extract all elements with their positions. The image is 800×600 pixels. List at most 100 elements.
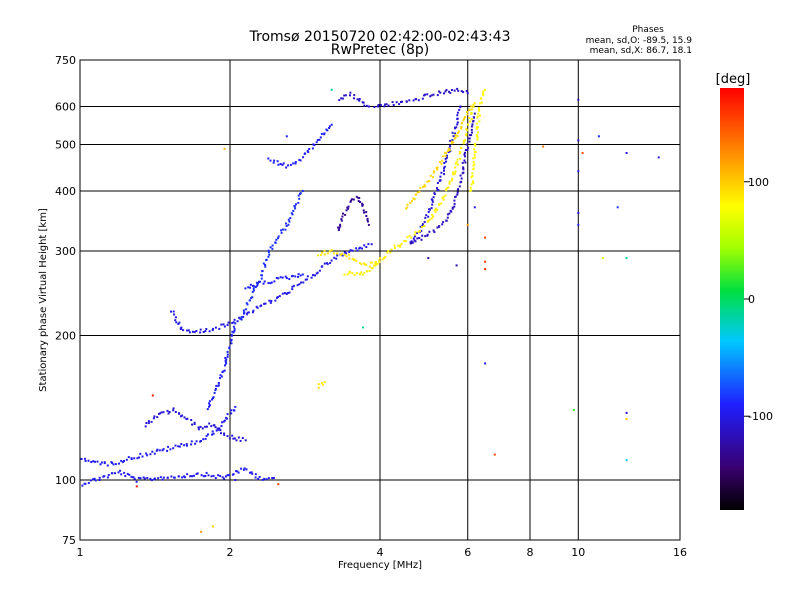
- data-point: [312, 143, 315, 146]
- data-point: [368, 270, 371, 272]
- data-point: [246, 311, 249, 314]
- data-point: [476, 136, 479, 139]
- data-point: [167, 412, 170, 415]
- data-point: [172, 447, 175, 450]
- data-point: [135, 480, 138, 483]
- data-point: [287, 223, 290, 226]
- data-point: [434, 207, 437, 210]
- data-point: [470, 112, 473, 114]
- data-point: [262, 262, 265, 265]
- data-point: [625, 418, 628, 420]
- gridlines: [80, 60, 680, 540]
- data-point: [340, 219, 343, 222]
- data-point: [227, 321, 230, 324]
- data-point: [410, 236, 413, 239]
- data-point: [271, 477, 274, 480]
- y-tick-label: 400: [55, 185, 76, 198]
- data-point: [284, 275, 287, 278]
- data-point: [232, 325, 235, 328]
- data-point: [236, 320, 239, 323]
- data-point: [234, 479, 237, 481]
- data-point: [459, 157, 462, 160]
- data-point: [472, 105, 475, 108]
- data-point: [212, 525, 215, 528]
- data-point: [414, 240, 417, 243]
- data-point: [451, 207, 454, 210]
- data-point: [121, 461, 124, 464]
- data-point: [420, 229, 423, 232]
- data-point: [296, 284, 299, 287]
- data-point: [295, 203, 297, 206]
- data-point: [180, 443, 183, 445]
- data-point: [326, 263, 329, 266]
- data-point: [454, 126, 456, 129]
- data-point: [449, 139, 452, 142]
- data-point: [270, 281, 273, 284]
- data-point: [267, 249, 270, 252]
- data-point: [349, 249, 352, 252]
- data-point: [353, 274, 356, 277]
- data-point: [453, 199, 456, 202]
- data-point: [208, 400, 211, 403]
- data-point: [175, 321, 178, 324]
- data-point: [577, 98, 580, 101]
- data-point: [333, 256, 336, 259]
- data-point: [361, 204, 364, 207]
- data-point: [466, 223, 469, 226]
- data-point: [432, 196, 435, 199]
- data-point: [193, 474, 195, 477]
- phases-legend-o: mean, sd,O: -89.5, 15.9: [586, 36, 693, 46]
- data-point: [107, 474, 110, 476]
- data-point: [285, 135, 288, 138]
- data-point: [264, 302, 267, 305]
- data-point: [195, 473, 198, 475]
- data-point: [424, 216, 427, 219]
- data-point: [457, 130, 460, 133]
- data-point: [264, 265, 267, 268]
- data-point: [445, 152, 447, 155]
- data-point: [313, 144, 316, 147]
- data-point: [426, 180, 429, 183]
- data-point: [211, 433, 213, 436]
- data-point: [432, 215, 434, 218]
- data-point: [200, 440, 202, 442]
- data-point: [473, 148, 476, 151]
- data-point: [169, 448, 172, 451]
- data-point: [224, 357, 227, 359]
- data-point: [330, 123, 333, 126]
- data-point: [460, 90, 463, 93]
- data-point: [141, 455, 144, 458]
- data-point: [427, 219, 430, 222]
- data-point: [346, 206, 349, 209]
- data-point: [469, 134, 471, 137]
- data-point: [262, 282, 265, 285]
- data-point: [272, 161, 275, 164]
- data-point: [339, 225, 342, 228]
- data-point: [399, 244, 402, 247]
- data-point: [274, 241, 277, 244]
- data-point: [348, 250, 351, 253]
- data-point: [161, 478, 164, 481]
- data-point: [454, 132, 456, 135]
- data-point: [204, 425, 207, 428]
- data-point: [384, 103, 387, 106]
- data-point: [217, 428, 220, 431]
- data-point: [436, 166, 439, 169]
- data-point: [367, 243, 370, 246]
- data-point: [431, 200, 434, 203]
- data-point: [277, 235, 280, 238]
- data-point: [348, 253, 351, 256]
- data-point: [138, 456, 140, 459]
- data-point: [100, 461, 103, 464]
- data-point: [231, 434, 234, 437]
- data-point: [351, 249, 354, 252]
- data-point: [300, 281, 303, 284]
- data-point: [212, 396, 215, 399]
- data-point: [376, 105, 379, 108]
- data-point: [321, 251, 324, 254]
- data-point: [142, 476, 145, 479]
- data-point: [320, 132, 323, 135]
- data-point: [130, 475, 133, 478]
- data-point: [450, 142, 453, 145]
- data-point: [279, 163, 282, 165]
